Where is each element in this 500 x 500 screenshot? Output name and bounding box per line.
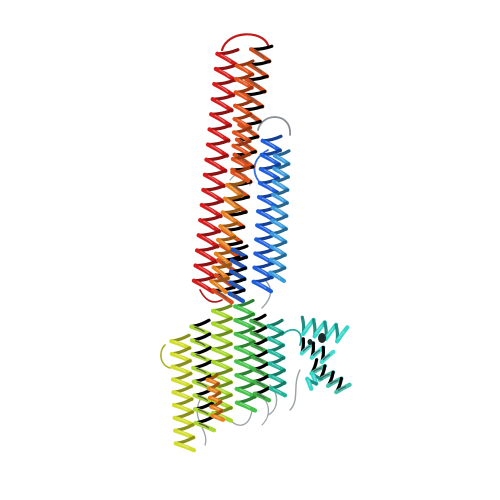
helix-cyan-1 — [300, 315, 350, 344]
loop-cyan-2 — [289, 369, 301, 411]
helix-red-3 — [230, 59, 255, 184]
helix-layer — [169, 44, 352, 453]
helix-blue-2 — [268, 149, 291, 284]
helix-lime-1 — [210, 304, 234, 423]
helix-yellow-1 — [169, 333, 197, 453]
helix-yellow-2 — [189, 318, 217, 433]
helix-green-2 — [249, 313, 272, 403]
helix-red-1 — [191, 48, 240, 294]
helix-cyan-4 — [305, 371, 323, 391]
ligand-mark-1 — [318, 333, 326, 343]
helix-teal-1 — [266, 318, 288, 398]
loop-top-blue — [257, 116, 291, 136]
helix-blue-3 — [227, 244, 249, 304]
loop-top-red — [220, 33, 270, 52]
loop-bottom-2 — [261, 279, 272, 309]
loop-side-yellow — [160, 344, 171, 369]
loop-bottom-1 — [199, 289, 223, 303]
helix-orange-small — [205, 373, 226, 422]
helix-cyan-2 — [299, 337, 336, 365]
ligand-mark-2 — [307, 339, 313, 345]
helix-orange-1 — [209, 180, 246, 295]
